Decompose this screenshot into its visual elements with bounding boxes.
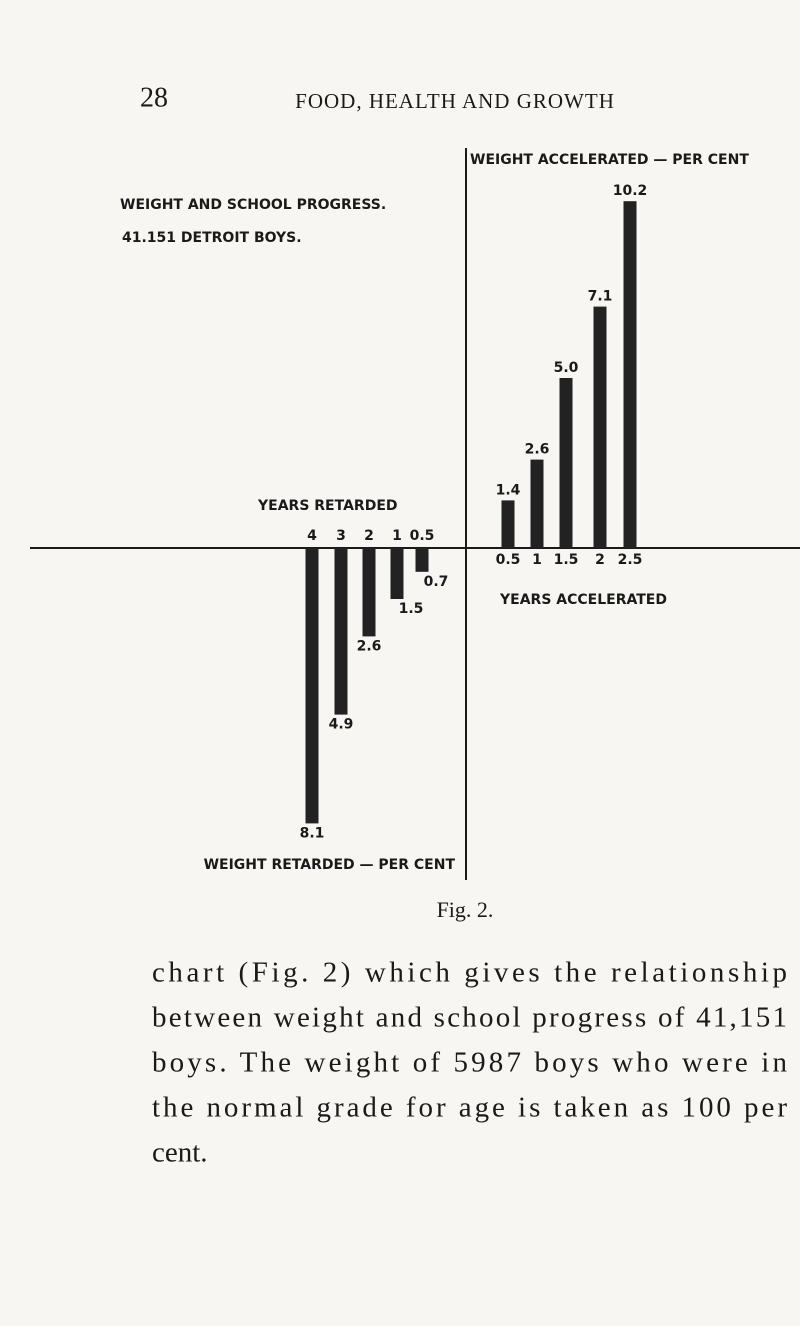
x-tick-label: 1: [532, 552, 542, 568]
data-label: 0.7: [424, 574, 449, 590]
x-tick-label: 2: [364, 528, 374, 544]
x-tick-label: 2: [595, 552, 605, 568]
data-label: 4.9: [329, 717, 354, 733]
bar: [362, 548, 376, 637]
data-label: 2.6: [525, 442, 550, 458]
bar: [334, 548, 348, 715]
paragraph-line: boys. The weight of 5987 boys who were i…: [152, 1047, 787, 1079]
paragraph-line: between weight and school progress of 41…: [152, 1002, 787, 1034]
x-tick-label: 1.5: [554, 552, 579, 568]
x-tick-label: 3: [336, 528, 346, 544]
paragraph-line: chart (Fig. 2) which gives the relations…: [152, 957, 787, 989]
data-label: 10.2: [613, 183, 648, 199]
paragraph-line: cent.: [152, 1137, 208, 1169]
bar: [593, 306, 607, 548]
data-label: 2.6: [357, 638, 382, 654]
bar: [623, 201, 637, 548]
paragraph-line: the normal grade for age is taken as 100…: [152, 1092, 787, 1124]
x-axis-label: YEARS RETARDED: [257, 498, 398, 514]
data-label: 8.1: [300, 825, 325, 841]
x-tick-label: 0.5: [410, 528, 435, 544]
bar: [530, 459, 544, 548]
data-label: 5.0: [554, 360, 579, 376]
data-label: 7.1: [588, 289, 613, 305]
caption: Fig. 2.: [437, 897, 494, 922]
bar: [305, 548, 319, 824]
y-axis-label: WEIGHT ACCELERATED — PER CENT: [470, 152, 749, 168]
bar: [501, 500, 515, 548]
y-axis-label: WEIGHT RETARDED — PER CENT: [204, 857, 456, 873]
bar: [390, 548, 404, 599]
x-axis-label: YEARS ACCELERATED: [499, 592, 667, 608]
data-label: 1.4: [496, 482, 521, 498]
x-tick-label: 2.5: [618, 552, 643, 568]
bar: [415, 548, 429, 572]
x-tick-label: 0.5: [496, 552, 521, 568]
page-number: 28: [140, 82, 168, 113]
x-tick-label: 4: [307, 528, 317, 544]
running-title: FOOD, HEALTH AND GROWTH: [295, 89, 615, 113]
chart-title: WEIGHT AND SCHOOL PROGRESS.: [120, 197, 386, 213]
chart-subtitle: 41.151 DETROIT BOYS.: [122, 230, 302, 246]
bar: [559, 378, 573, 548]
data-label: 1.5: [399, 601, 424, 617]
x-tick-label: 1: [392, 528, 402, 544]
